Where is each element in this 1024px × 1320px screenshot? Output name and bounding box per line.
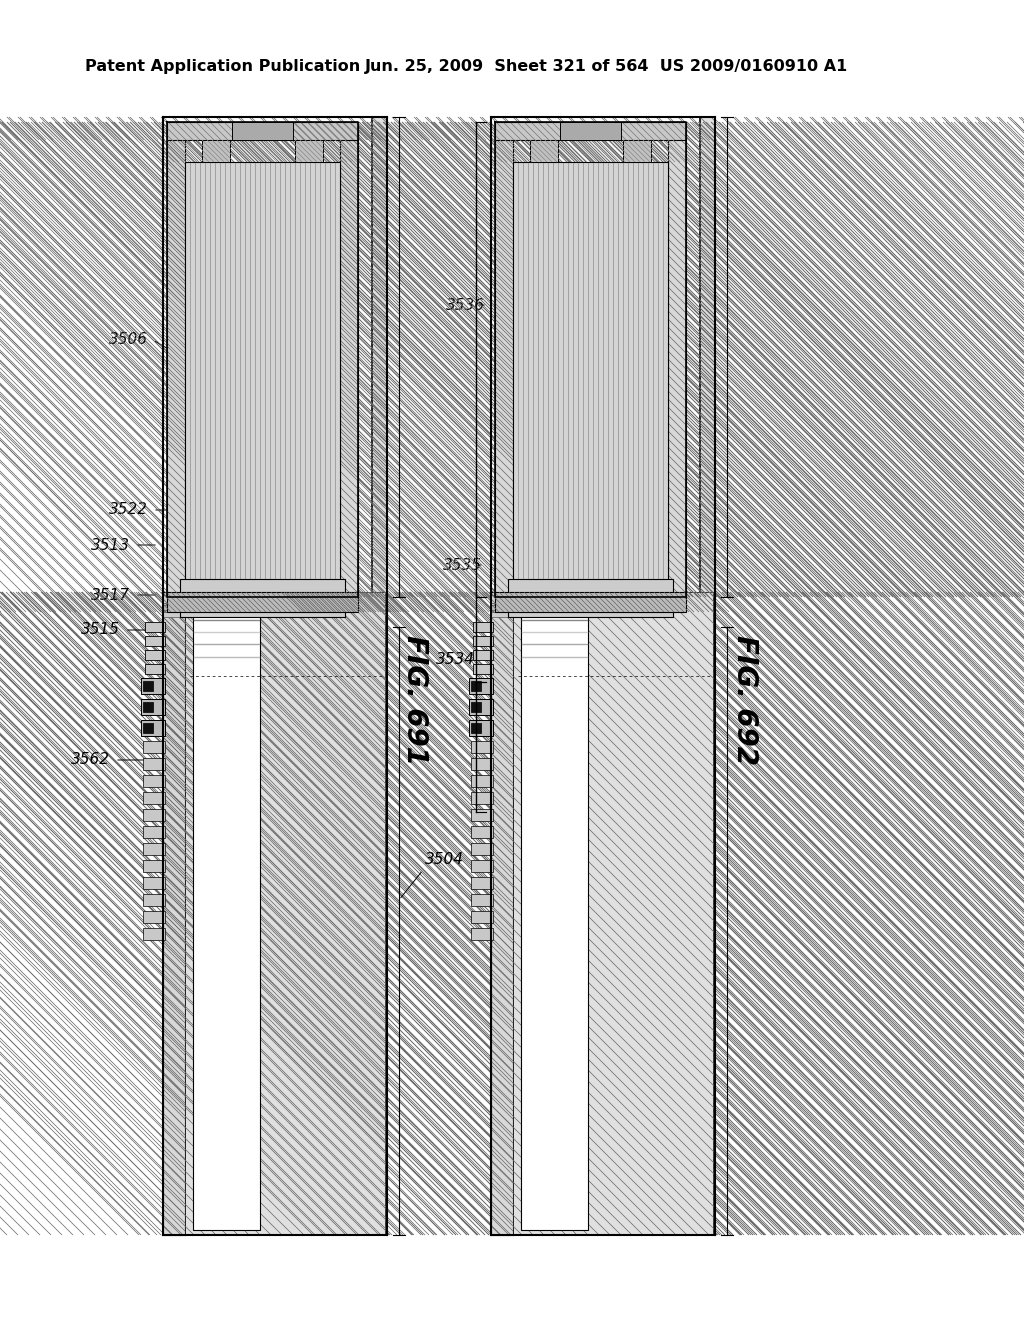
Bar: [141, 700, 165, 715]
Bar: [469, 700, 493, 715]
Bar: [143, 792, 165, 804]
Bar: [473, 664, 493, 675]
Bar: [471, 758, 493, 770]
Bar: [471, 809, 493, 821]
Bar: [490, 595, 588, 603]
Bar: [193, 597, 260, 1230]
Bar: [143, 741, 165, 752]
Bar: [469, 719, 493, 737]
Bar: [143, 894, 165, 906]
Text: 3535: 3535: [443, 557, 482, 573]
Bar: [471, 723, 481, 733]
Text: 3534: 3534: [436, 652, 475, 668]
Bar: [143, 681, 153, 690]
Bar: [232, 121, 293, 140]
Bar: [145, 649, 165, 660]
Bar: [167, 121, 358, 140]
Text: FIG. 691: FIG. 691: [401, 635, 429, 766]
Bar: [513, 162, 668, 582]
Bar: [143, 702, 153, 711]
Bar: [163, 612, 260, 616]
Text: 3562: 3562: [71, 752, 110, 767]
Bar: [471, 741, 493, 752]
Bar: [143, 758, 165, 770]
Bar: [202, 140, 230, 162]
Bar: [143, 861, 165, 873]
Text: FIG. 692: FIG. 692: [731, 635, 759, 766]
Bar: [473, 622, 493, 632]
Bar: [495, 121, 686, 140]
Bar: [471, 928, 493, 940]
Bar: [163, 591, 185, 1236]
Bar: [143, 911, 165, 923]
Bar: [700, 117, 715, 1236]
Text: Patent Application Publication: Patent Application Publication: [85, 59, 360, 74]
Bar: [295, 140, 323, 162]
Bar: [473, 649, 493, 660]
Bar: [180, 579, 345, 616]
Text: 3536: 3536: [446, 297, 485, 313]
Bar: [167, 121, 185, 597]
Bar: [143, 928, 165, 940]
Bar: [490, 612, 588, 616]
Bar: [143, 775, 165, 787]
Bar: [471, 681, 481, 690]
Bar: [560, 121, 621, 140]
Bar: [471, 911, 493, 923]
Bar: [513, 591, 713, 1236]
Bar: [471, 792, 493, 804]
Text: Jun. 25, 2009  Sheet 321 of 564  US 2009/0160910 A1: Jun. 25, 2009 Sheet 321 of 564 US 2009/0…: [365, 59, 848, 74]
Bar: [143, 876, 165, 888]
Bar: [185, 162, 340, 582]
Bar: [471, 861, 493, 873]
Bar: [490, 591, 513, 1236]
Bar: [163, 595, 260, 603]
Bar: [495, 591, 686, 612]
Text: 3506: 3506: [109, 333, 148, 347]
Bar: [508, 579, 673, 616]
Bar: [145, 664, 165, 675]
Text: 3513: 3513: [91, 537, 130, 553]
Bar: [471, 843, 493, 855]
Bar: [490, 605, 588, 610]
Bar: [668, 121, 686, 597]
Bar: [185, 591, 385, 1236]
Bar: [143, 723, 153, 733]
Bar: [163, 605, 260, 610]
Bar: [372, 117, 387, 1236]
Bar: [521, 597, 588, 1230]
Bar: [340, 121, 358, 597]
Bar: [143, 809, 165, 821]
Bar: [167, 591, 358, 612]
Bar: [473, 636, 493, 645]
Bar: [471, 876, 493, 888]
Bar: [471, 702, 481, 711]
Bar: [623, 140, 651, 162]
Text: 3517: 3517: [91, 587, 130, 602]
Bar: [143, 843, 165, 855]
Bar: [471, 826, 493, 838]
Text: 3504: 3504: [425, 853, 464, 867]
Bar: [141, 678, 165, 694]
Bar: [145, 622, 165, 632]
Bar: [143, 826, 165, 838]
Text: 3522: 3522: [109, 503, 148, 517]
Bar: [469, 678, 493, 694]
Text: 3515: 3515: [81, 623, 120, 638]
Bar: [495, 121, 513, 597]
Bar: [530, 140, 558, 162]
Bar: [141, 719, 165, 737]
Bar: [145, 636, 165, 645]
Bar: [471, 894, 493, 906]
Bar: [471, 775, 493, 787]
